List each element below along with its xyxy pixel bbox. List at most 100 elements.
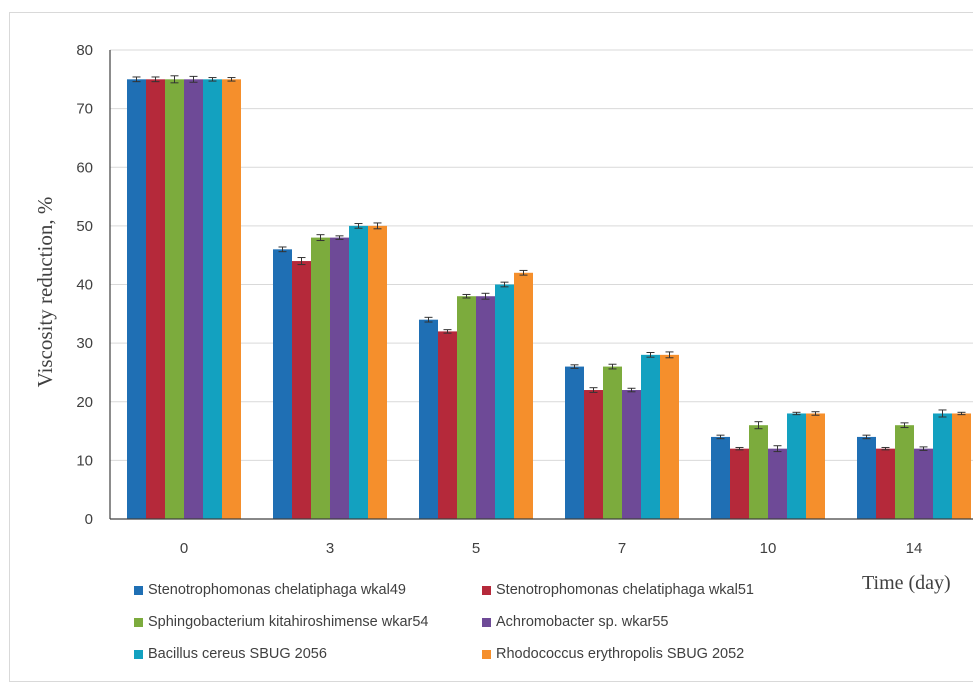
bar xyxy=(165,79,184,519)
x-tick-label: 0 xyxy=(180,540,188,557)
error-bar xyxy=(811,411,820,416)
y-tick-label: 30 xyxy=(76,335,93,352)
bar xyxy=(768,448,787,519)
legend-label: Sphingobacterium kitahiroshimense wkar54 xyxy=(148,614,429,630)
bar xyxy=(584,390,603,519)
bar xyxy=(203,79,222,519)
error-bar xyxy=(519,269,528,276)
error-bar xyxy=(424,316,433,323)
x-tick-label: 7 xyxy=(618,540,626,557)
y-tick-label: 10 xyxy=(76,452,93,469)
bar xyxy=(127,79,146,519)
bar xyxy=(476,296,495,519)
error-bar xyxy=(754,421,763,430)
x-tick-label: 3 xyxy=(326,540,334,557)
bar xyxy=(895,425,914,519)
error-bar xyxy=(881,446,890,451)
bar xyxy=(438,331,457,519)
error-bar xyxy=(354,223,363,229)
y-tick-label: 20 xyxy=(76,394,93,411)
bar xyxy=(419,319,438,519)
error-bar xyxy=(938,409,947,418)
legend-swatch xyxy=(134,585,143,595)
bar xyxy=(311,237,330,519)
error-bar xyxy=(462,293,471,299)
error-bar xyxy=(773,445,782,453)
bar xyxy=(730,448,749,519)
error-bar xyxy=(646,352,655,358)
bar xyxy=(806,413,825,519)
legend: Stenotrophomonas chelatiphaga wkal49 Sten… xyxy=(134,582,894,678)
bar xyxy=(749,425,768,519)
legend-label: Stenotrophomonas chelatiphaga wkal51 xyxy=(496,582,754,598)
bar xyxy=(292,261,311,519)
y-tick-label: 0 xyxy=(85,511,93,528)
error-bar xyxy=(151,76,160,83)
error-bar xyxy=(716,434,725,440)
bar xyxy=(222,79,241,519)
legend-item: Stenotrophomonas chelatiphaga wkal49 xyxy=(134,582,406,598)
y-tick-labels: 0 10 20 30 40 50 60 70 80 xyxy=(76,42,93,528)
error-bar xyxy=(189,75,198,83)
error-bar xyxy=(373,222,382,230)
x-tick-label: 14 xyxy=(906,540,923,557)
legend-item: Rhodococcus erythropolis SBUG 2052 xyxy=(482,646,744,662)
legend-label: Stenotrophomonas chelatiphaga wkal49 xyxy=(148,582,406,598)
legend-item: Achromobacter sp. wkar55 xyxy=(482,614,668,630)
bar xyxy=(641,354,660,519)
legend-label: Rhodococcus erythropolis SBUG 2052 xyxy=(496,646,745,662)
error-bar xyxy=(608,363,617,370)
error-bar xyxy=(227,77,236,82)
y-tick-label: 70 xyxy=(76,101,93,118)
legend-item: Bacillus cereus SBUG 2056 xyxy=(134,646,327,662)
x-axis-label: Time (day) xyxy=(862,572,951,594)
bar xyxy=(146,79,165,519)
legend-swatch xyxy=(482,585,491,595)
bar xyxy=(857,436,876,519)
error-bar xyxy=(665,351,674,359)
legend-label: Bacillus cereus SBUG 2056 xyxy=(148,646,327,662)
bar xyxy=(273,249,292,519)
error-bar xyxy=(278,246,287,253)
error-bar xyxy=(900,422,909,429)
x-tick-label: 5 xyxy=(472,540,480,557)
error-bar xyxy=(132,76,141,83)
bar xyxy=(711,436,730,519)
y-tick-label: 60 xyxy=(76,159,93,176)
x-tick-labels: 0 3 5 7 10 14 xyxy=(180,540,923,557)
error-bars xyxy=(132,75,966,453)
bar xyxy=(952,413,971,519)
bar xyxy=(457,296,476,519)
error-bar xyxy=(170,75,179,84)
error-bar xyxy=(316,234,325,242)
bar xyxy=(184,79,203,519)
legend-swatch xyxy=(482,617,491,627)
error-bar xyxy=(297,257,306,266)
y-tick-label: 50 xyxy=(76,218,93,235)
legend-label: Achromobacter sp. wkar55 xyxy=(496,614,669,630)
bar xyxy=(660,354,679,519)
y-tick-label: 80 xyxy=(76,42,93,59)
error-bar xyxy=(627,387,636,393)
gridlines xyxy=(110,49,973,461)
legend-swatch xyxy=(134,649,143,659)
error-bar xyxy=(792,411,801,416)
legend-item: Stenotrophomonas chelatiphaga wkal51 xyxy=(482,582,754,598)
bar xyxy=(349,225,368,519)
error-bar xyxy=(570,364,579,369)
bar xyxy=(787,413,806,519)
bars xyxy=(127,79,971,519)
error-bar xyxy=(862,434,871,440)
error-bar xyxy=(481,292,490,300)
bar xyxy=(914,448,933,519)
bar xyxy=(565,366,584,519)
bar xyxy=(368,225,387,519)
bar xyxy=(933,413,952,519)
bar xyxy=(603,366,622,519)
legend-item: Sphingobacterium kitahiroshimense wkar54 xyxy=(134,614,428,630)
error-bar xyxy=(589,387,598,393)
y-tick-label: 40 xyxy=(76,277,93,294)
chart-frame xyxy=(9,12,973,682)
x-tick-label: 10 xyxy=(760,540,777,557)
